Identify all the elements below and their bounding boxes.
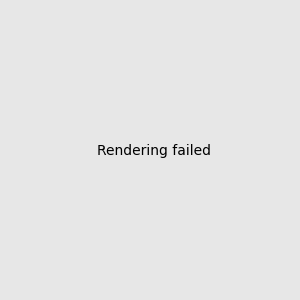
Text: Rendering failed: Rendering failed [97, 145, 211, 158]
